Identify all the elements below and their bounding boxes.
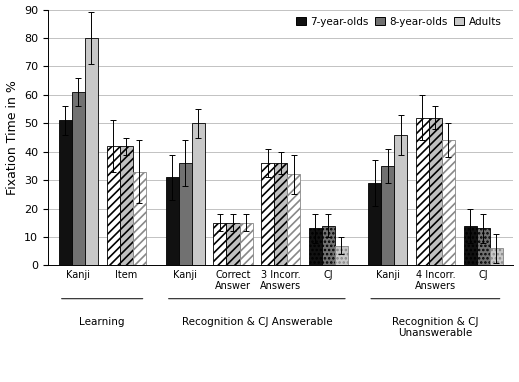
Bar (106, 146, 119, 265)
Bar (287, 175, 300, 265)
Bar (429, 118, 442, 265)
Legend: 7-year-olds, 8-year-olds, Adults: 7-year-olds, 8-year-olds, Adults (294, 15, 503, 29)
Text: Recognition & CJ
Unanswerable: Recognition & CJ Unanswerable (392, 317, 479, 338)
Bar (309, 228, 322, 265)
Bar (119, 146, 132, 265)
Bar (416, 118, 429, 265)
Bar (261, 163, 274, 265)
Bar (166, 177, 179, 265)
Bar (322, 226, 335, 265)
Bar (463, 226, 476, 265)
Text: Learning: Learning (79, 317, 125, 327)
Bar (381, 166, 394, 265)
Bar (442, 140, 455, 265)
Bar (59, 120, 72, 265)
Bar (179, 163, 192, 265)
Bar (72, 92, 85, 265)
Bar (239, 223, 253, 265)
Bar (132, 172, 145, 265)
Bar (335, 246, 348, 265)
Bar (192, 123, 205, 265)
Bar (476, 228, 489, 265)
Y-axis label: Fixation Time in %: Fixation Time in % (6, 80, 19, 195)
Bar (394, 135, 407, 265)
Bar (489, 248, 502, 265)
Bar (85, 38, 98, 265)
Bar (368, 183, 381, 265)
Text: Recognition & CJ Answerable: Recognition & CJ Answerable (182, 317, 332, 327)
Bar (274, 163, 287, 265)
Bar (213, 223, 226, 265)
Bar (226, 223, 239, 265)
